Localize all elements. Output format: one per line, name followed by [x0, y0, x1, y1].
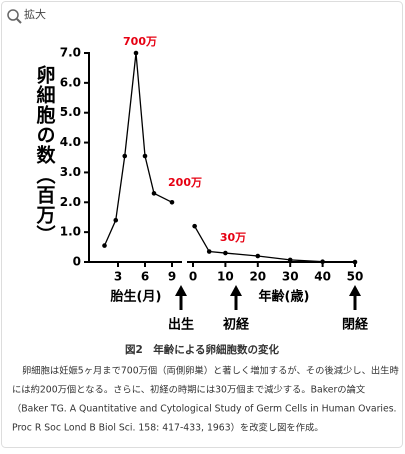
y-tick-label: 5.0 [60, 105, 81, 119]
data-point [133, 50, 139, 56]
marker-arrow [175, 285, 187, 310]
x-axis-label: 年齢(歳) [259, 289, 310, 305]
x-tick-label: 30 [282, 270, 299, 284]
x-tick-label: 3 [114, 270, 122, 284]
annotation: 700万 [123, 35, 157, 48]
y-tick-label: 7.0 [60, 46, 81, 60]
data-point [113, 217, 119, 223]
annotation: 200万 [168, 176, 202, 189]
y-tick-label: 2.0 [60, 195, 81, 209]
data-point [206, 249, 212, 254]
frame [1, 1, 403, 448]
zoom-icon[interactable]: 拡大 [7, 7, 46, 24]
y-tick-label: 0 [73, 255, 81, 269]
x-tick-label: 20 [249, 270, 266, 284]
annotation: 30万 [220, 231, 246, 244]
x-tick-label: 10 [217, 270, 234, 284]
zoom-lens [7, 9, 19, 21]
x-tick-label: 6 [141, 270, 149, 284]
marker-label: 閉経 [342, 317, 369, 333]
data-point [192, 223, 197, 229]
body-line: 卵細胞は妊娠5ヶ月まで700万個（両側卵巣）と著しく増加するが、その後減少し、出… [22, 365, 399, 377]
data-point [255, 253, 261, 259]
data-point [352, 259, 358, 265]
caption: 図2 年齢による卵細胞数の変化 [125, 343, 279, 356]
data-point [223, 250, 228, 256]
body-line: には約200万個となる。さらに、初経の時期には30万個まで減少する。Bakerの… [12, 384, 365, 396]
marker-arrow [349, 285, 361, 310]
body-line: （Baker TG. A Quantitative and Cytologica… [12, 404, 397, 415]
body-text: 卵細胞は妊娠5ヶ月まで700万個（両側卵巣）と著しく増加するが、その後減少し、出… [12, 365, 399, 434]
data-point [169, 199, 175, 205]
x-tick-label: 40 [314, 270, 331, 284]
data-point [287, 257, 293, 263]
x-tick-label: 50 [347, 270, 364, 284]
marker-label: 初経 [223, 317, 250, 333]
marker-label: 出生 [168, 317, 194, 333]
body-line: Proc R Soc Lond B Biol Sci. 158: 417-433… [12, 422, 324, 434]
y-tick-label: 3.0 [60, 165, 81, 179]
x-axis-label: 胎生(月) [111, 289, 162, 305]
data-point [102, 243, 107, 248]
y-tick-label: 1.0 [60, 225, 81, 239]
y-tick-label: 4.0 [60, 135, 81, 149]
y-axis-label: 卵細胞の数（百万） [34, 64, 57, 245]
zoom-handle [16, 18, 22, 24]
y-tick-label: 6.0 [60, 75, 81, 89]
x-tick-label: 9 [168, 270, 176, 284]
marker-arrow [230, 285, 242, 310]
data-point [151, 191, 157, 196]
data-point [320, 259, 325, 265]
x-tick-label: 0 [189, 270, 197, 284]
data-point [122, 153, 128, 159]
data-point [142, 153, 148, 159]
zoom-label[interactable]: 拡大 [24, 7, 46, 21]
